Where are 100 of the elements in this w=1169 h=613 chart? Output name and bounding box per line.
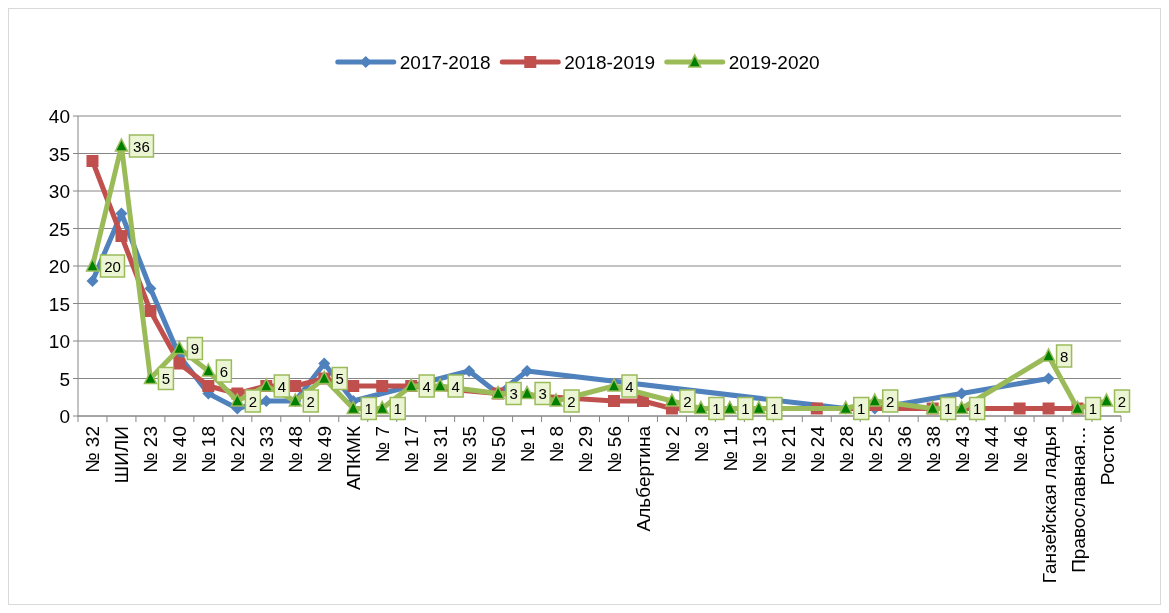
x-tick-label: № 7 xyxy=(372,426,394,463)
data-label: 3 xyxy=(509,385,518,402)
x-tick-label: № 11 xyxy=(719,426,741,472)
legend-label: 2017-2018 xyxy=(399,52,491,73)
data-label: 1 xyxy=(741,400,750,417)
point xyxy=(463,365,476,377)
point xyxy=(723,400,737,415)
data-label: 1 xyxy=(770,400,779,417)
point xyxy=(867,393,882,407)
x-tick-label: Альбертина xyxy=(632,425,654,532)
point xyxy=(173,357,186,370)
point xyxy=(347,380,360,392)
point xyxy=(202,380,215,392)
point xyxy=(144,305,157,317)
x-tick-label: № 22 xyxy=(227,426,249,473)
x-tick-label: № 49 xyxy=(314,426,336,473)
point xyxy=(433,378,447,392)
point xyxy=(86,155,99,167)
x-tick-label: № 1 xyxy=(517,426,539,463)
data-label: 2 xyxy=(886,392,895,410)
y-tick-label: 30 xyxy=(48,181,70,202)
y-tick-label: 20 xyxy=(48,256,70,277)
point xyxy=(376,380,389,392)
data-label: 1 xyxy=(944,400,953,417)
legend-label: 2019-2020 xyxy=(728,52,820,73)
x-tick-label: Росток xyxy=(1096,425,1118,486)
data-label: 1 xyxy=(364,400,373,417)
point xyxy=(375,400,389,415)
point xyxy=(318,357,331,370)
x-tick-label: № 44 xyxy=(980,425,1002,473)
data-label: 4 xyxy=(277,377,286,395)
data-label: 5 xyxy=(161,370,171,387)
x-tick-label: ШИЛИ xyxy=(111,426,133,484)
point xyxy=(665,393,679,407)
data-label: 5 xyxy=(335,370,344,387)
point xyxy=(954,400,969,415)
point xyxy=(85,258,100,272)
data-label: 8 xyxy=(1059,347,1069,365)
x-tick-label: № 17 xyxy=(401,426,423,473)
y-tick-label: 40 xyxy=(48,106,70,127)
y-tick-label: 0 xyxy=(59,406,70,427)
legend-label: 2018-2019 xyxy=(564,52,656,73)
point xyxy=(752,400,766,415)
x-tick-label: № 38 xyxy=(922,426,944,473)
x-tick-label: № 3 xyxy=(690,426,712,463)
point xyxy=(1099,393,1114,407)
x-tick-label: № 18 xyxy=(198,426,220,473)
x-tick-label: № 13 xyxy=(748,426,770,473)
x-tick-label: № 32 xyxy=(82,426,104,473)
data-label: 1 xyxy=(1088,400,1098,417)
x-tick-label: № 24 xyxy=(806,425,828,473)
x-tick-label: № 33 xyxy=(256,426,278,473)
data-label: 4 xyxy=(451,377,460,395)
x-tick-label: № 29 xyxy=(575,426,597,473)
x-tick-label: № 43 xyxy=(951,426,973,473)
data-label: 4 xyxy=(625,377,634,395)
x-tick-label: № 31 xyxy=(430,426,452,473)
x-tick-label: Ганзейская ладья xyxy=(1038,426,1060,584)
x-tick-label: № 36 xyxy=(893,426,915,473)
data-label: 2 xyxy=(567,392,576,410)
point xyxy=(1041,348,1056,362)
data-label: 20 xyxy=(104,257,121,275)
data-label: 2 xyxy=(683,392,692,410)
x-tick-label: № 2 xyxy=(661,426,683,463)
x-tick-label: № 35 xyxy=(459,426,481,473)
data-label: 1 xyxy=(712,400,721,417)
x-tick-label: № 56 xyxy=(603,426,625,473)
x-tick-label: АПКМК xyxy=(343,426,365,491)
x-tick-label: № 21 xyxy=(777,426,799,473)
y-tick-label: 10 xyxy=(48,331,70,352)
x-tick-label: № 28 xyxy=(835,426,857,473)
point xyxy=(549,393,563,407)
y-tick-label: 35 xyxy=(48,143,70,165)
data-label: 2 xyxy=(306,392,315,410)
point xyxy=(520,385,534,400)
y-tick-label: 15 xyxy=(48,293,70,315)
data-label: 2 xyxy=(248,392,258,410)
x-tick-label: № 23 xyxy=(140,426,162,473)
point xyxy=(1042,402,1055,415)
y-tick-label: 5 xyxy=(59,368,70,390)
data-label: 4 xyxy=(422,377,431,395)
data-label: 36 xyxy=(133,137,150,155)
x-tick-label: № 48 xyxy=(285,426,307,473)
data-label: 1 xyxy=(393,400,402,417)
point xyxy=(346,400,360,415)
point xyxy=(114,138,129,152)
point xyxy=(1013,402,1026,415)
point xyxy=(144,282,157,295)
x-tick-label: № 40 xyxy=(169,426,191,473)
y-tick-label: 25 xyxy=(48,218,70,240)
data-label: 6 xyxy=(219,362,229,380)
data-label: 1 xyxy=(857,400,866,417)
data-label: 2 xyxy=(1117,392,1127,410)
point xyxy=(201,363,216,377)
point xyxy=(607,378,621,392)
point xyxy=(230,393,245,407)
x-tick-label: № 25 xyxy=(864,426,886,473)
data-label: 3 xyxy=(538,385,547,402)
point xyxy=(86,275,99,287)
point xyxy=(607,395,620,407)
